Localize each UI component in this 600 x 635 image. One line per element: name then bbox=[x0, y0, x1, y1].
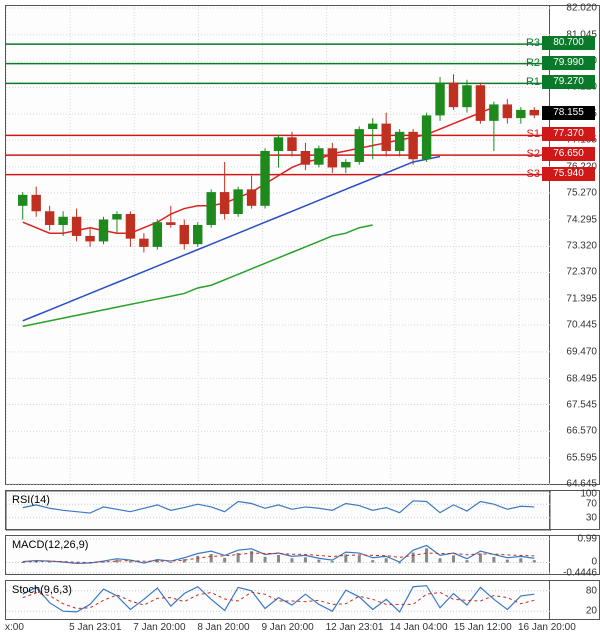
price-panel[interactable] bbox=[5, 5, 550, 485]
sr-badge-S2: 76.650 bbox=[542, 147, 595, 161]
sr-label-R2: R2 bbox=[526, 57, 540, 69]
sr-badge-R3: 80.700 bbox=[542, 36, 595, 50]
y-tick: 66.570 bbox=[566, 426, 597, 437]
x-tick: 14 Jan 04:00 bbox=[390, 622, 448, 633]
y-tick: 74.295 bbox=[566, 214, 597, 225]
price-svg bbox=[6, 6, 551, 486]
sr-label-S3: S3 bbox=[527, 168, 540, 180]
x-tick: 9 Jan 20:00 bbox=[261, 622, 313, 633]
macd-title: MACD(12,26,9) bbox=[12, 539, 88, 551]
rsi-title: RSI(14) bbox=[12, 494, 50, 506]
sr-label-S2: S2 bbox=[527, 148, 540, 160]
y-tick: 67.545 bbox=[566, 399, 597, 410]
x-tick: 5 Jan 23:01 bbox=[69, 622, 121, 633]
y-tick: 30 bbox=[586, 512, 597, 523]
y-tick: -0.4446 bbox=[563, 568, 597, 579]
x-tick: 15 Jan 12:00 bbox=[454, 622, 512, 633]
y-tick: 80 bbox=[586, 585, 597, 596]
stoch-panel[interactable]: Stoch(9,6,3) bbox=[5, 580, 550, 620]
sr-badge-R1: 79.270 bbox=[542, 75, 595, 89]
y-tick: 70.445 bbox=[566, 320, 597, 331]
macd-panel[interactable]: MACD(12,26,9) bbox=[5, 535, 550, 575]
y-axis-macd: -0.444600.99 bbox=[550, 535, 600, 575]
sr-label-S1: S1 bbox=[527, 128, 540, 140]
y-tick: 71.395 bbox=[566, 294, 597, 305]
stoch-svg bbox=[6, 581, 551, 621]
y-tick: 72.370 bbox=[566, 267, 597, 278]
x-tick: 8 Jan 20:00 bbox=[197, 622, 249, 633]
sr-badge-S3: 75.940 bbox=[542, 167, 595, 181]
x-tick: 7 Jan 20:00 bbox=[133, 622, 185, 633]
x-axis: x:00 5 Jan 23:01 7 Jan 20:00 8 Jan 20:00 9 J… bbox=[5, 622, 550, 634]
sr-label-R1: R1 bbox=[526, 76, 540, 88]
y-tick: 100 bbox=[580, 489, 597, 500]
y-axis-stoch: 2080 bbox=[550, 580, 600, 620]
x-tick: 12 Jan 23:01 bbox=[326, 622, 384, 633]
y-axis-rsi: 30 70100 bbox=[550, 490, 600, 530]
y-tick: 65.595 bbox=[566, 452, 597, 463]
y-tick: 82.020 bbox=[566, 3, 597, 14]
y-tick: 20 bbox=[586, 606, 597, 617]
x-tick: 16 Jan 20:00 bbox=[518, 622, 576, 633]
y-tick: 70 bbox=[586, 499, 597, 510]
y-tick: 73.320 bbox=[566, 241, 597, 252]
y-tick: 68.495 bbox=[566, 373, 597, 384]
sr-badge-S1: 77.370 bbox=[542, 127, 595, 141]
chart-wrap: 64.64565.59566.57067.54568.49569.47070.4… bbox=[0, 0, 600, 635]
y-tick: 0.99 bbox=[578, 534, 597, 545]
y-tick: 0 bbox=[591, 557, 597, 568]
y-tick: 75.270 bbox=[566, 187, 597, 198]
y-tick: 69.470 bbox=[566, 346, 597, 357]
rsi-svg bbox=[6, 491, 551, 531]
sr-badge-R2: 79.990 bbox=[542, 56, 595, 70]
price-arrow: 78.155 bbox=[542, 106, 595, 120]
stoch-title: Stoch(9,6,3) bbox=[12, 584, 72, 596]
x-tick: x:00 bbox=[5, 622, 24, 633]
sr-label-R3: R3 bbox=[526, 37, 540, 49]
rsi-panel[interactable]: RSI(14) bbox=[5, 490, 550, 530]
